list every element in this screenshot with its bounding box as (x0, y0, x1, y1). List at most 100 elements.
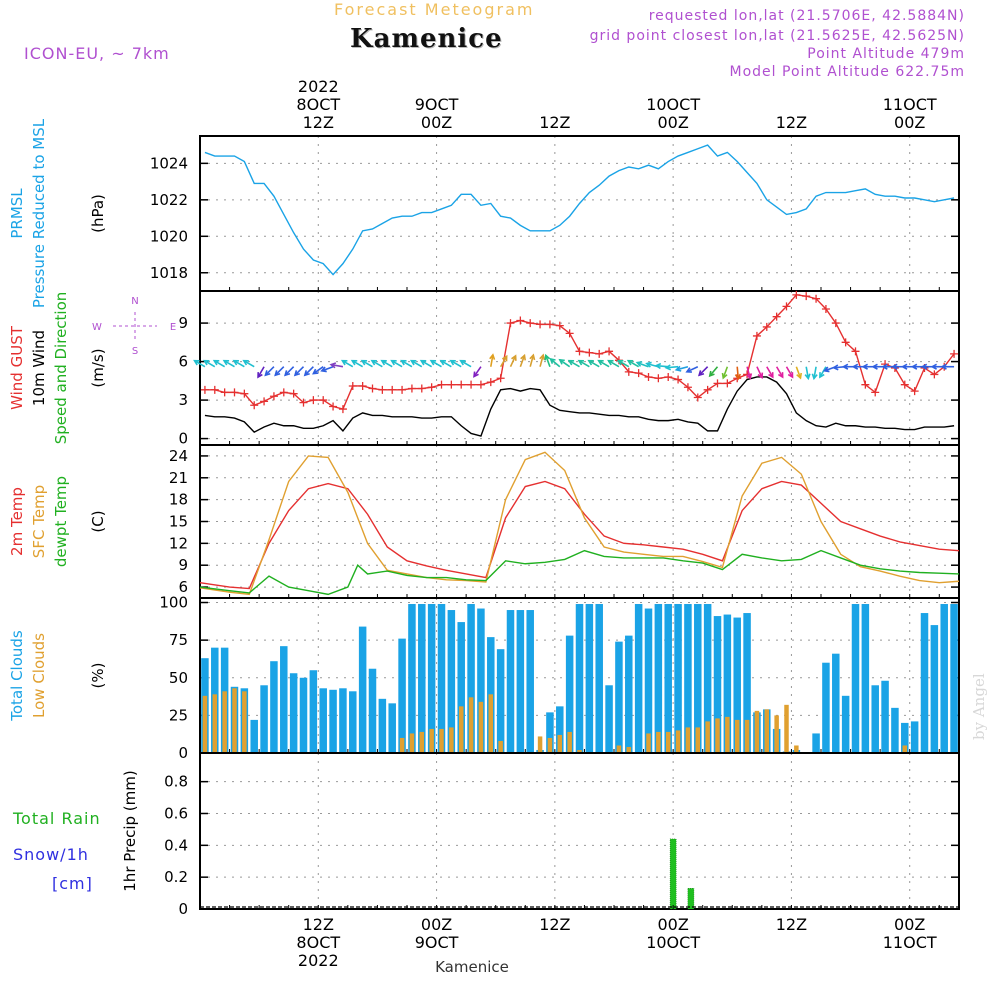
total-cloud-bar (368, 668, 377, 753)
low-cloud-bar (656, 731, 661, 753)
bottom-time-label: 00Z (657, 915, 688, 934)
total-cloud-bar (615, 641, 623, 753)
precip-bar (687, 888, 695, 910)
top-time-label: 9OCT (415, 95, 459, 114)
low-cloud-bar (242, 691, 247, 753)
gust-marker (821, 304, 830, 313)
gust-marker (713, 379, 722, 388)
wind-direction-arrowhead (832, 364, 839, 371)
total-cloud-bar (437, 604, 446, 753)
wind-direction-arrowhead (685, 367, 692, 373)
wind-direction-arrowhead (449, 359, 456, 366)
gust-marker (930, 370, 939, 379)
wind-direction-arrowhead (587, 359, 594, 366)
gust-marker (486, 378, 495, 387)
gust-marker (723, 379, 732, 388)
wind-direction-arrow (627, 360, 640, 368)
ytick-label-wind: 0 (178, 430, 188, 448)
wind-direction-arrow (785, 366, 794, 378)
series-line-temperature (199, 549, 960, 596)
low-cloud-bar (429, 728, 434, 753)
wind-direction-arrowhead (544, 353, 551, 361)
wind-direction-arrowhead (329, 362, 337, 369)
wind-direction-arrowhead (757, 372, 764, 380)
low-cloud-bar (567, 731, 572, 753)
low-cloud-bar (439, 728, 444, 753)
wind-direction-arrow (578, 360, 590, 368)
total-cloud-bar (398, 638, 406, 753)
wind-direction-arrow (274, 366, 285, 376)
side-label-temperature: 2m Temp (8, 487, 26, 556)
wind-direction-arrowhead (900, 363, 908, 370)
wind-direction-arrow (341, 360, 354, 368)
wind-direction-arrow (636, 361, 649, 368)
wind-direction-arrowhead (409, 359, 417, 366)
total-cloud-bar (812, 733, 820, 753)
gust-marker (348, 381, 357, 390)
total-cloud-bar (408, 604, 416, 753)
wind-direction-arrowhead (674, 365, 682, 372)
gust-marker (752, 331, 761, 340)
total-cloud-bar (388, 703, 396, 753)
bottom-time-label: 12Z (303, 915, 334, 934)
gust-marker (220, 388, 229, 397)
wind-direction-arrow (550, 358, 561, 368)
wind-direction-arrowhead (697, 370, 705, 377)
wind-direction-arrow (756, 366, 763, 378)
wind-direction-arrow (559, 359, 571, 368)
wind-direction-arrow (617, 360, 630, 368)
total-cloud-bar (526, 610, 534, 753)
total-cloud-bar (516, 610, 525, 753)
total-cloud-bar (358, 626, 367, 753)
wind-direction-arrow (440, 360, 452, 368)
bottom-time-label: 00Z (421, 915, 452, 934)
wind-direction-arrow (499, 355, 508, 368)
wind-direction-arrow (656, 364, 669, 368)
ytick-label-pressure: 1024 (150, 154, 188, 172)
gust-marker (782, 302, 791, 311)
low-cloud-bar (764, 709, 770, 753)
ytick-label-precipitation: 0.8 (164, 773, 188, 791)
gust-marker (831, 319, 840, 328)
gust-marker (260, 397, 269, 406)
model-altitude: Model Point Altitude 622.75m (729, 64, 965, 80)
side-label-clouds: Low Clouds (30, 633, 48, 718)
gust-marker (240, 389, 249, 398)
low-cloud-bar (202, 695, 208, 753)
wind-direction-arrowhead (501, 354, 508, 362)
ytick-label-pressure: 1022 (150, 191, 188, 209)
wind-direction-arrowhead (822, 366, 830, 373)
total-cloud-bar (585, 604, 594, 753)
bottom-time-label: 10OCT (646, 933, 700, 952)
model-label: ICON-EU, ~ 7km (24, 44, 170, 63)
wind-direction-arrow (489, 354, 494, 367)
wind-direction-arrow (257, 366, 265, 378)
wind-direction-arrowhead (202, 359, 210, 366)
wind-direction-arrow (264, 366, 275, 376)
low-cloud-bar (715, 718, 720, 753)
total-cloud-bar (467, 604, 475, 753)
gust-marker (388, 385, 397, 394)
total-cloud-bar (329, 689, 337, 753)
wind-direction-arrowhead (370, 359, 377, 366)
wind-direction-arrowhead (891, 363, 898, 370)
wind-direction-arrow (608, 360, 620, 368)
wind-direction-arrowhead (871, 363, 878, 370)
gust-marker (210, 385, 219, 394)
wind-direction-arrowhead (734, 373, 741, 381)
total-cloud-bar (684, 604, 692, 753)
wind-direction-arrow (203, 360, 216, 368)
side-label-pressure: Pressure Reduced to MSL (30, 118, 48, 308)
low-cloud-bar (616, 745, 622, 753)
ytick-label-wind: 9 (178, 314, 188, 332)
low-cloud-bar (557, 734, 563, 753)
top-time-label: 12Z (539, 113, 570, 132)
wind-direction-arrowhead (350, 359, 358, 366)
low-cloud-bar (449, 727, 454, 753)
gust-marker (250, 401, 259, 410)
compass-n: N (131, 296, 138, 307)
low-cloud-bar (902, 745, 908, 753)
ytick-label-pressure: 1018 (150, 264, 188, 282)
ytick-label-precipitation: 0.4 (164, 836, 188, 854)
